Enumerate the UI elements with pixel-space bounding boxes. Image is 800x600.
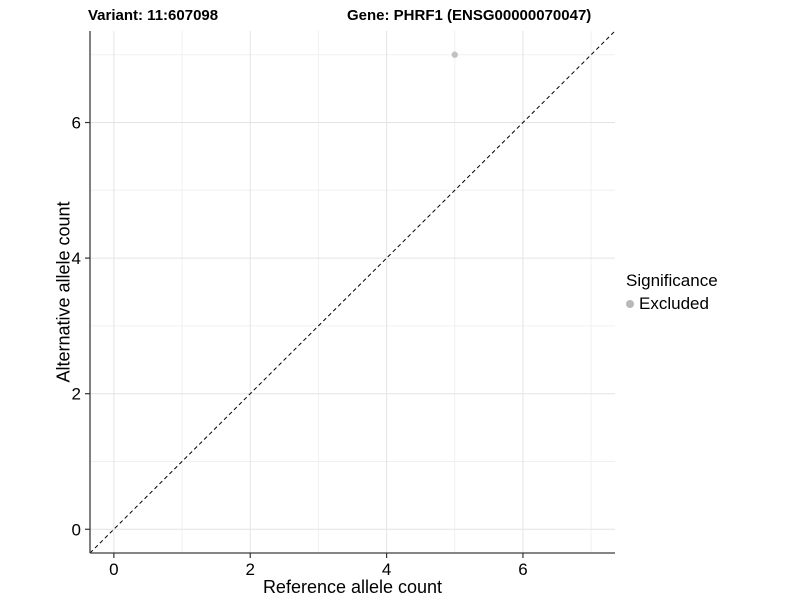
- y-tick-label: 2: [72, 385, 81, 404]
- y-tick-label: 6: [72, 114, 81, 133]
- x-tick-label: 6: [518, 560, 527, 579]
- gene-title: Gene: PHRF1 (ENSG00000070047): [347, 7, 592, 24]
- x-axis-title: Reference allele count: [262, 577, 443, 597]
- legend: Significance Excluded: [626, 271, 718, 314]
- y-tick-label: 0: [72, 520, 81, 539]
- x-tick-label: 2: [245, 560, 254, 579]
- legend-point-icon: [626, 300, 634, 308]
- x-tick-label: 4: [382, 560, 391, 579]
- data-point: [451, 51, 458, 58]
- x-tick-label: 0: [109, 560, 118, 579]
- legend-item-label: Excluded: [639, 294, 709, 313]
- legend-item: Excluded: [626, 294, 718, 314]
- legend-title: Significance: [626, 271, 718, 290]
- variant-title: Variant: 11:607098: [88, 7, 219, 24]
- identity-line: [89, 30, 616, 554]
- y-tick-label: 4: [72, 249, 81, 268]
- y-axis-title: Alternative allele count: [53, 201, 74, 383]
